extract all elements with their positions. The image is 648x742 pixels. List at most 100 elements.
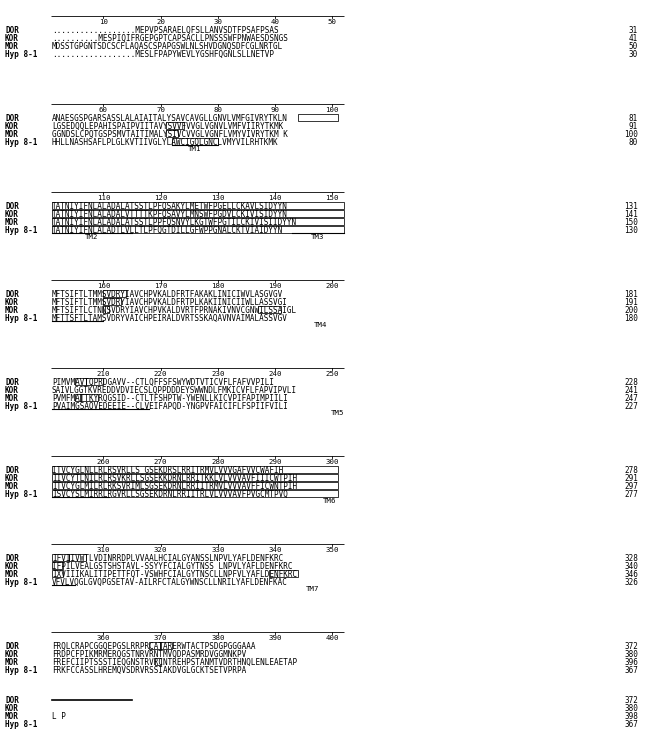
Text: 227: 227 [624,402,638,411]
Text: IFPILVEALGSTSHSTAVL-SSYYFCIALGYTNSS LNPVLYAFLDENFKRC: IFPILVEALGSTSHSTAVL-SSYYFCIALGYTNSS LNPV… [52,562,292,571]
Bar [258,306,281,313]
Text: 372: 372 [624,696,638,705]
Text: 278: 278 [624,466,638,475]
Text: KOR: KOR [5,474,19,483]
Text: 31: 31 [629,26,638,35]
Text: KOR: KOR [5,386,19,395]
Text: Hyp 8-1: Hyp 8-1 [5,402,38,411]
Text: 150: 150 [325,194,339,200]
Bar [80,393,98,401]
Text: 150: 150 [624,218,638,227]
Text: ..........MESPIQIFRGEPGPTCAPSACLLPNSSSWFPNWAESDSNGS: ..........MESPIQIFRGEPGPTCAPSACLLPNSSSWF… [52,34,288,43]
Bar [52,482,338,489]
Text: DOR: DOR [5,202,19,211]
Text: KOR: KOR [5,210,19,219]
Bar [269,570,298,577]
Text: 270: 270 [154,459,167,464]
Text: 328: 328 [624,554,638,563]
Text: 91: 91 [629,122,638,131]
Bar [86,378,104,385]
Text: DOR: DOR [5,466,19,475]
Text: FREFCIIPTSSSTIEQGNSTRVRCNTREHPSTANMTVDRTHNQLENLEAETAP: FREFCIIPTSSSTIEQGNSTRVRCNTREHPSTANMTVDRT… [52,658,297,667]
Text: FRQLCRAPCGGQEPGSLRRPRCATARERWTACTPSDGPGGGAAA: FRQLCRAPCGGQEPGSLRRPRCATARERWTACTPSDGPGG… [52,642,255,651]
Text: TM1: TM1 [189,146,202,152]
Text: 141: 141 [624,210,638,219]
Bar [103,289,126,297]
Text: 20: 20 [156,19,165,24]
Bar [297,114,338,121]
Text: 131: 131 [624,202,638,211]
Text: VFVLVQGLGVQPGSETAV-AILRFCTALGYWNSCLLNRILYAFLDENFKAC: VFVLVQGLGVQPGSETAV-AILRFCTALGYWNSCLLNRIL… [52,578,288,587]
Text: MFTTSFTLTAMSVDRYVAICHPEIRALDVRTSSKAQAVNVAIMALASSVGV: MFTTSFTLTAMSVDRYVAICHPEIRALDVRTSSKAQAVNV… [52,314,288,323]
Text: Hyp 8-1: Hyp 8-1 [5,578,38,587]
Text: Hyp 8-1: Hyp 8-1 [5,138,38,147]
Text: 230: 230 [211,370,225,376]
Text: 70: 70 [156,107,165,113]
Text: ..................MEPVPSARAELQFSLLANVSDTFPSAFPSAS: ..................MEPVPSARAELQFSLLANVSDT… [52,26,279,35]
Text: Hyp 8-1: Hyp 8-1 [5,720,38,729]
Text: IXVIIIKALITIPETTFQT-VSWHFCIALGYTNSCLLNPFVLYAFLDENFKRC: IXVIIIKALITIPETTFQT-VSWHFCIALGYTNSCLLNPF… [52,570,297,579]
Text: 300: 300 [325,459,339,464]
Bar [52,490,338,497]
Text: 90: 90 [271,107,279,113]
Text: TM2: TM2 [86,234,98,240]
Text: Hyp 8-1: Hyp 8-1 [5,490,38,499]
Text: 360: 360 [97,634,110,640]
Text: FRKFCCASSLHREMQVSDRVRSSIAKDVGLGCKTSETVPRPA: FRKFCCASSLHREMQVSDRVRSSIAKDVGLGCKTSETVPR… [52,666,246,675]
Text: 140: 140 [268,194,282,200]
Text: 400: 400 [325,634,339,640]
Text: 240: 240 [268,370,282,376]
Text: TATNIYIFNLALADALVTTTTKPFQSAVYLMNSWFPGDVLCKIVISIDYYN: TATNIYIFNLALADALVTTTTKPFQSAVYLMNSWFPGDVL… [52,210,288,219]
Text: LGSEDQQLEPAHISPAIPVIITAVYSVVFVVGLVGNVLVMFVIIRYTKMK: LGSEDQQLEPAHISPAIPVIITAVYSVVFVVGLVGNVLVM… [52,122,283,131]
Text: 350: 350 [325,547,339,553]
Text: 367: 367 [624,720,638,729]
Text: 310: 310 [97,547,110,553]
Text: 291: 291 [624,474,638,483]
Text: 191: 191 [624,298,638,307]
Text: MFTSIFTLCTNNSVDRYIAVCHPVKALDVRTFPRNAKIVNVCGNWILSSAIGL: MFTSIFTLCTNNSVDRYIAVCHPVKALDVRTFPRNAKIVN… [52,306,297,315]
Text: 40: 40 [271,19,279,24]
Text: 130: 130 [624,226,638,235]
Text: SAIVLGGTKVREDDVDVIECSLQPPDDDEYSWWNDLFMKICVFLFAPVIPVLI: SAIVLGGTKVREDDVDVIECSLQPPDDDEYSWWNDLFMKI… [52,386,297,395]
Text: Hyp 8-1: Hyp 8-1 [5,50,38,59]
Text: 50: 50 [328,19,337,24]
Text: 370: 370 [154,634,167,640]
Text: MOR: MOR [5,130,19,139]
Text: DOR: DOR [5,642,19,651]
Text: TM5: TM5 [331,410,345,416]
Text: MOR: MOR [5,658,19,667]
Bar [52,570,64,577]
Text: MOR: MOR [5,394,19,403]
Text: 181: 181 [624,290,638,299]
Bar [52,465,338,473]
Text: PIMVMAVTQPRDGAVV--CTLQFFSFSWYWDTVTICVFLFAFVVPILI: PIMVMAVTQPRDGAVV--CTLQFFSFSWYWDTVTICVFLF… [52,378,274,387]
Text: TM6: TM6 [323,498,336,504]
Text: DOR: DOR [5,554,19,563]
Text: 80: 80 [629,138,638,147]
Text: MFTSIFTLTMMSVDRYIAVCHPVKALDFRTFAKAKLINICIWVLASGVGV: MFTSIFTLTMMSVDRYIAVCHPVKALDFRTFAKAKLINIC… [52,290,283,299]
Text: 241: 241 [624,386,638,395]
Bar [172,137,218,145]
Bar [52,473,338,481]
Text: 277: 277 [624,490,638,499]
Text: MOR: MOR [5,218,19,227]
Text: 50: 50 [629,42,638,51]
Text: 340: 340 [624,562,638,571]
Text: MOR: MOR [5,42,19,51]
Bar [69,554,86,561]
Bar [103,306,110,313]
Text: 210: 210 [97,370,110,376]
Text: DOR: DOR [5,114,19,123]
Text: 247: 247 [624,394,638,403]
Text: 340: 340 [268,547,282,553]
Text: Hyp 8-1: Hyp 8-1 [5,666,38,675]
Text: TATNIYIFNLALADALATSSTLPPFQSNVYLKGTWFPGTILCKIVISIIDYYN: TATNIYIFNLALADALATSSTLPPFQSNVYLKGTWFPGTI… [52,218,297,227]
Text: IIVCYTLNILRLRSVKRLLSGSEKKDRNLRRITKKLVLVVVAVFIIICWTPIH: IIVCYTLNILRLRSVKRLLSGSEKKDRNLRRITKKLVLVV… [52,474,297,483]
Bar [52,562,64,569]
Text: 380: 380 [624,704,638,713]
Bar [160,642,172,649]
Text: 81: 81 [629,114,638,123]
Text: 200: 200 [624,306,638,315]
Text: ISVCYSLMIRRLRGVRLLSGSEKDRNLRRIITRLVLVVVAVFPVGCMTPVQ: ISVCYSLMIRRLRGVRLLSGSEKDRNLRRIITRLVLVVVA… [52,490,288,499]
Text: ANAESGSPGARSASSLALAIAITALYSAVCAVGLLGNVLVMFGIVRYTKLN: ANAESGSPGARSASSLALAIAITALYSAVCAVGLLGNVLV… [52,114,288,123]
